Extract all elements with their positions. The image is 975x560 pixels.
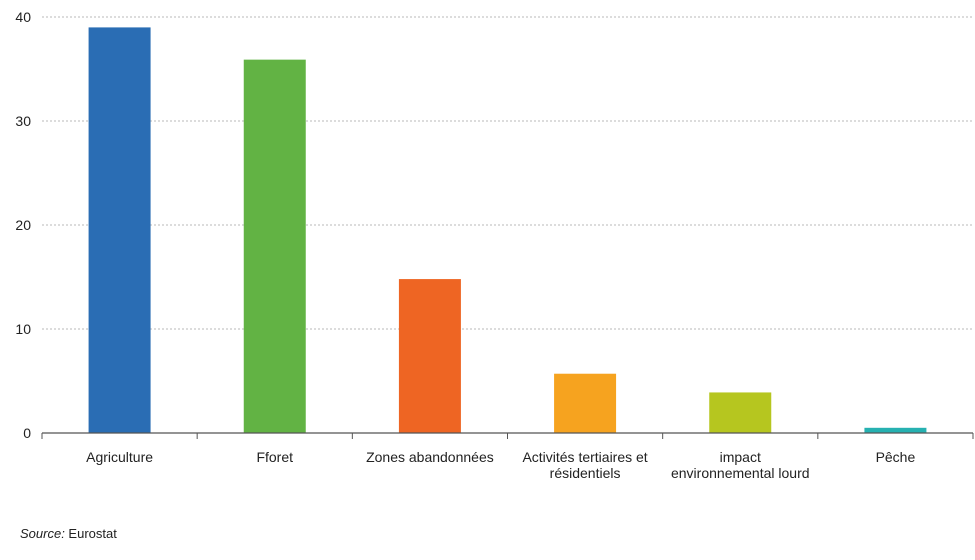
bar <box>864 427 927 433</box>
y-tick-label: 40 <box>15 9 31 25</box>
y-tick-label: 30 <box>15 113 31 129</box>
gridlines <box>42 16 973 330</box>
x-axis <box>41 432 974 439</box>
y-tick-label: 0 <box>23 425 31 441</box>
x-axis-labels: Agriculture Fforet Zones abandonnées Activi… <box>86 449 915 481</box>
x-tick-label-line: Activités tertiaires et <box>522 449 647 465</box>
x-tick-label-line: environnemental lourd <box>671 465 810 481</box>
y-tick-label: 20 <box>15 217 31 233</box>
source-value: Eurostat <box>64 526 117 541</box>
bar <box>398 279 461 433</box>
bar <box>88 27 151 434</box>
x-tick-label-line: résidentiels <box>550 465 621 481</box>
x-tick-label: Agriculture <box>86 449 153 465</box>
bars <box>88 27 927 434</box>
bar <box>709 392 772 433</box>
x-tick-label-line: Zones abandonnées <box>366 449 494 465</box>
bar <box>554 373 617 433</box>
x-tick-label: Zones abandonnées <box>366 449 494 465</box>
x-tick-label-line: Fforet <box>256 449 293 465</box>
x-tick-label: impact environnemental lourd <box>671 449 810 481</box>
y-tick-label: 10 <box>15 321 31 337</box>
x-tick-label-line: impact <box>720 449 761 465</box>
x-tick-label: Activités tertiaires et résidentiels <box>522 449 647 481</box>
x-tick-label-line: Agriculture <box>86 449 153 465</box>
x-tick-label: Pêche <box>876 449 916 465</box>
x-tick-label-line: Pêche <box>876 449 916 465</box>
source-note: Source: Eurostat <box>20 526 117 541</box>
y-axis: 0 10 20 30 40 <box>15 9 31 441</box>
source-label: Source: <box>20 526 65 541</box>
bar <box>243 59 306 433</box>
x-tick-label: Fforet <box>256 449 293 465</box>
